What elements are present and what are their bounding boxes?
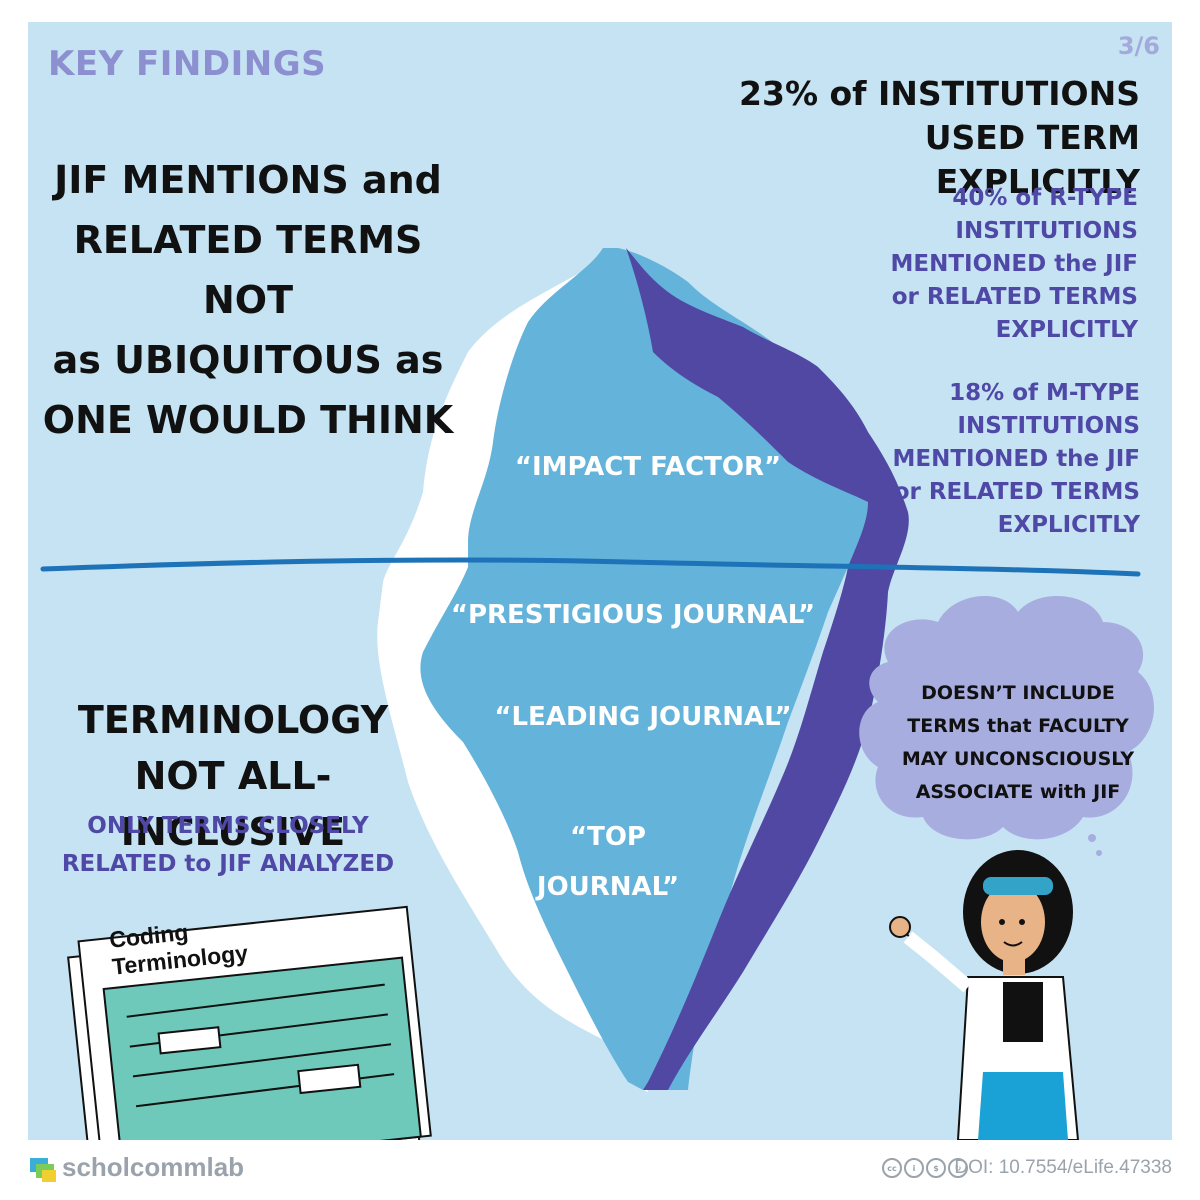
thought-line: TERMS that FACULTY	[907, 715, 1129, 737]
term-top-line: JOURNAL”	[536, 872, 680, 902]
by-icon: i	[904, 1158, 924, 1178]
coding-terminology-document	[67, 905, 432, 1140]
section-label: KEY FINDINGS	[48, 44, 327, 84]
iceberg-body	[420, 248, 875, 1090]
terminology-sub-line: ONLY TERMS CLOSELY	[87, 813, 369, 839]
stat-r-line: INSTITUTIONS	[955, 218, 1138, 244]
headline-line: as UBIQUITOUS as	[52, 338, 444, 382]
thought-dot	[1096, 850, 1102, 856]
stat-main-line: 23% of INSTITUTIONS	[739, 74, 1140, 113]
stat-m-line: or RELATED TERMS	[893, 479, 1140, 505]
license-icons: cc i $ ↻	[882, 1158, 968, 1178]
cc-icon: cc	[882, 1158, 902, 1178]
term-top-journal: “TOP JOURNAL”	[508, 812, 708, 912]
infographic-panel: KEY FINDINGS 3/6 JIF MENTIONS and RELATE…	[28, 22, 1172, 1140]
thought-dot	[1088, 834, 1096, 842]
headline-line: JIF MENTIONS and	[54, 158, 442, 202]
doi-text: DOI: 10.7554/eLife.47338	[954, 1157, 1172, 1178]
term-prestigious-journal: “PRESTIGIOUS JOURNAL”	[450, 600, 816, 630]
footer: scholcommlab cc i $ ↻ DOI: 10.7554/eLife…	[0, 1140, 1200, 1200]
stat-r-type: 40% of R-TYPE INSTITUTIONS MENTIONED the…	[818, 182, 1138, 347]
page-number: 3/6	[1117, 32, 1160, 60]
stat-main: 23% of INSTITUTIONS USED TERM EXPLICITLY	[720, 72, 1140, 204]
thought-line: MAY UNCONSCIOUSLY	[901, 748, 1135, 770]
headline-left: JIF MENTIONS and RELATED TERMS NOT as UB…	[38, 150, 458, 450]
headline-line: ONE WOULD THINK	[42, 398, 454, 442]
thought-line: DOESN’T INCLUDE	[921, 682, 1115, 704]
iceberg-illustration	[40, 248, 1155, 1140]
water-line	[40, 557, 1141, 577]
researcher-character	[889, 850, 1080, 1140]
term-top-line: “TOP	[570, 822, 646, 852]
terminology-sub-line: RELATED to JIF ANALYZED	[61, 851, 395, 877]
terminology-title-line: TERMINOLOGY	[77, 698, 389, 742]
stat-r-line: EXPLICITLY	[995, 317, 1138, 343]
stat-m-line: 18% of M-TYPE	[949, 380, 1140, 406]
stat-m-line: EXPLICITLY	[997, 512, 1140, 538]
thought-line: ASSOCIATE with JIF	[915, 781, 1121, 803]
stat-m-line: INSTITUTIONS	[957, 413, 1140, 439]
terminology-title: TERMINOLOGY NOT ALL-INCLUSIVE	[28, 692, 438, 860]
stat-r-line: or RELATED TERMS	[891, 284, 1138, 310]
terminology-subtitle: ONLY TERMS CLOSELY RELATED to JIF ANALYZ…	[43, 807, 413, 883]
headline-line: RELATED TERMS NOT	[73, 218, 423, 322]
stat-main-line: USED TERM EXPLICITLY	[924, 118, 1140, 201]
stat-m-type: 18% of M-TYPE INSTITUTIONS MENTIONED the…	[820, 377, 1140, 542]
term-leading-journal: “LEADING JOURNAL”	[494, 702, 792, 732]
stat-r-line: 40% of R-TYPE	[952, 185, 1138, 211]
brand-name: scholcommlab	[62, 1152, 245, 1182]
sa-icon: ↻	[948, 1158, 968, 1178]
terminology-title-line: NOT ALL-INCLUSIVE	[120, 754, 346, 854]
iceberg-dark-side	[626, 248, 909, 1090]
scholcommlab-logo-icon	[30, 1158, 56, 1182]
term-impact-factor: “IMPACT FACTOR”	[514, 452, 782, 482]
nc-icon: $	[926, 1158, 946, 1178]
thought-bubble-text: DOESN’T INCLUDE TERMS that FACULTY MAY U…	[898, 677, 1138, 809]
stat-r-line: MENTIONED the JIF	[890, 251, 1138, 277]
stat-m-line: MENTIONED the JIF	[892, 446, 1140, 472]
thought-bubble	[859, 595, 1155, 840]
